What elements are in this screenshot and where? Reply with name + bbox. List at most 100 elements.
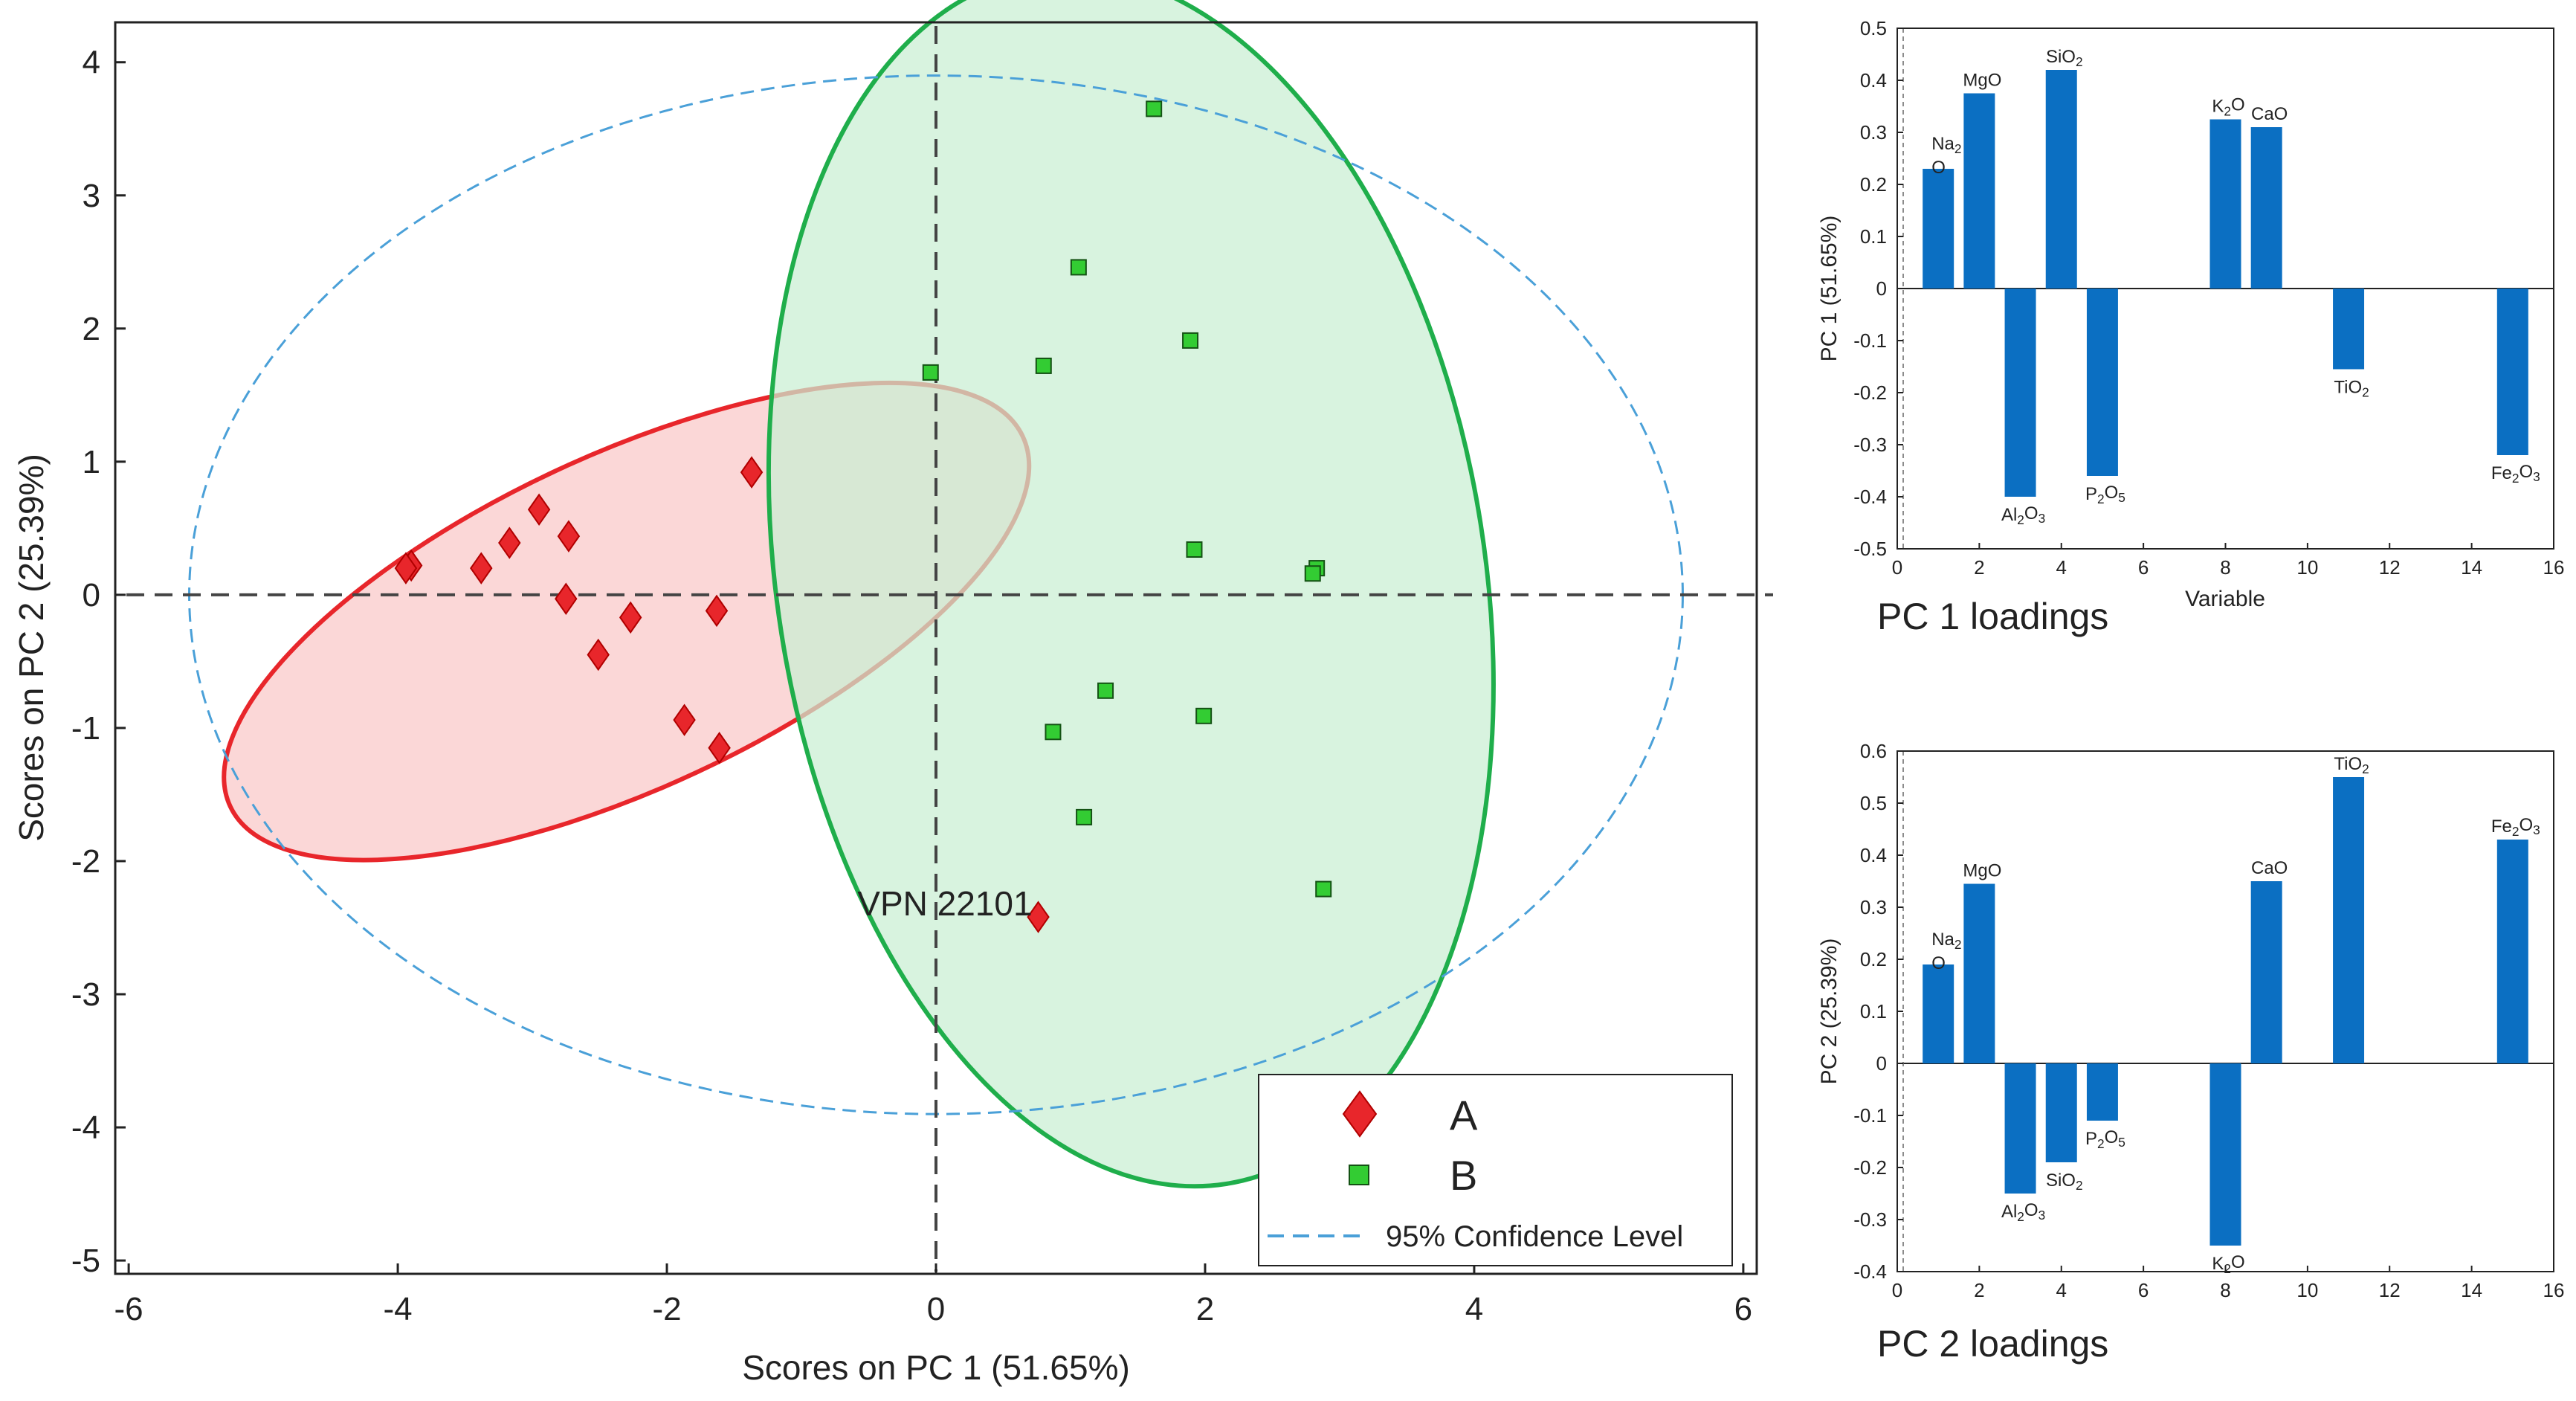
pc2-bar-mgo xyxy=(1963,883,1995,1063)
pc2-bar-k2o xyxy=(2209,1063,2241,1246)
point-a-13 xyxy=(740,456,764,489)
pc1-bar-label-p2o5: P2O5 xyxy=(2085,483,2125,506)
point-a-9 xyxy=(587,638,610,671)
pc1-y-tick-label: -0.2 xyxy=(1853,381,1887,404)
pc2-bar-na2o xyxy=(1923,964,1954,1063)
pc2-y-tick-label: 0 xyxy=(1876,1052,1887,1075)
pc1-x-tick-label: 16 xyxy=(2543,556,2565,579)
point-b-2 xyxy=(1070,259,1087,276)
pc2-bar-al2o3 xyxy=(2004,1063,2036,1194)
pc1-bar-label-fe2o3: Fe2O3 xyxy=(2491,462,2540,486)
y-tick-label: 0 xyxy=(83,577,100,613)
legend-label-b: B xyxy=(1450,1152,1477,1199)
pc2-x-tick-label: 14 xyxy=(2461,1279,2482,1301)
pc2-bar-label-mgo: MgO xyxy=(1963,861,2001,881)
pc1-x-tick-label: 6 xyxy=(2138,556,2149,579)
pc1-y-tick-label: 0.3 xyxy=(1860,121,1887,144)
pc1-bar-mgo xyxy=(1963,93,1995,289)
pc2-bar-label-na2o: Na2 xyxy=(1931,930,1961,952)
pc1-bar-cao xyxy=(2250,127,2282,289)
pc2-y-tick-label: 0.6 xyxy=(1860,740,1887,762)
pc2-bar-label-fe2o3: Fe2O3 xyxy=(2491,815,2540,839)
scores-x-axis-label: Scores on PC 1 (51.65%) xyxy=(742,1348,1130,1387)
point-a-2 xyxy=(394,552,418,584)
pc2-y-tick-label: 0.3 xyxy=(1860,896,1887,918)
pc1-bar-label-na2o: Na2 xyxy=(1931,134,1961,156)
scores-y-axis-label: Scores on PC 2 (25.39%) xyxy=(12,454,51,842)
point-b-13 xyxy=(1315,880,1332,898)
point-b-5 xyxy=(922,364,939,381)
pc1-x-tick-label: 10 xyxy=(2296,556,2318,579)
x-tick-label: -4 xyxy=(384,1291,413,1327)
legend-label-a: A xyxy=(1450,1092,1478,1138)
pc2-bar-p2o5 xyxy=(2086,1063,2118,1121)
pc1-x-tick-label: 0 xyxy=(1892,556,1902,579)
pc2-bar-label-k2o: K2O xyxy=(2212,1252,2244,1276)
point-b-6 xyxy=(1186,541,1203,558)
pc2-bar-cao xyxy=(2250,881,2282,1063)
pc1-y-tick-label: 0.4 xyxy=(1860,69,1887,91)
x-tick-label: -2 xyxy=(652,1291,681,1327)
x-tick-label: 4 xyxy=(1465,1291,1483,1327)
point-a-11 xyxy=(705,594,729,628)
y-tick-label: -1 xyxy=(71,710,100,747)
pc1-x-tick-label: 12 xyxy=(2379,556,2401,579)
pc1-y-axis-label: PC 1 (51.65%) xyxy=(1817,216,1841,362)
point-a-8 xyxy=(619,601,642,634)
pc1-x-tick-label: 8 xyxy=(2220,556,2230,579)
pc2-y-tick-label: 0.1 xyxy=(1860,1000,1887,1022)
point-a-6 xyxy=(557,520,581,553)
pc1-bar-p2o5 xyxy=(2086,289,2118,476)
pc2-bar-label-p2o5: P2O5 xyxy=(2085,1127,2125,1151)
point-b-12 xyxy=(1076,808,1093,825)
pc2-y-tick-label: -0.4 xyxy=(1853,1260,1887,1283)
point-a-12 xyxy=(708,732,731,764)
pc2-y-tick-label: 0.4 xyxy=(1860,844,1887,866)
pc1-bar-fe2o3 xyxy=(2496,289,2528,455)
ellipse-b-region xyxy=(766,0,1496,1189)
pc2-bar-label-cao: CaO xyxy=(2251,858,2288,878)
pc1-bar-label-mgo: MgO xyxy=(1963,71,2001,91)
pc1-bar-sio2 xyxy=(2045,70,2077,289)
point-a-3 xyxy=(470,552,493,584)
pc1-y-tick-label: -0.4 xyxy=(1853,486,1887,508)
x-tick-label: 0 xyxy=(927,1291,945,1327)
y-tick-label: 2 xyxy=(83,311,100,347)
pc1-bar-label-al2o3: Al2O3 xyxy=(2001,503,2045,527)
pc2-y-tick-label: -0.1 xyxy=(1853,1104,1887,1127)
pc1-bar-label-tio2: TiO2 xyxy=(2334,378,2369,400)
pc1-bar-label-k2o: K2O xyxy=(2212,94,2244,118)
pc2-bar-fe2o3 xyxy=(2496,840,2528,1063)
pc2-bar-label-na2o-line2: O xyxy=(1931,953,1946,973)
pc1-y-tick-label: 0.5 xyxy=(1860,17,1887,39)
pc1-y-tick-label: -0.3 xyxy=(1853,434,1887,456)
pc2-x-tick-label: 8 xyxy=(2220,1279,2230,1301)
legend-diamond-marker-a xyxy=(1342,1090,1378,1138)
pc2-y-tick-label: -0.3 xyxy=(1853,1208,1887,1231)
point-b-1 xyxy=(1146,100,1163,117)
pc1-x-tick-label: 14 xyxy=(2461,556,2482,579)
pc1-y-tick-label: -0.5 xyxy=(1853,538,1887,560)
point-a-7 xyxy=(555,582,578,615)
y-tick-label: 4 xyxy=(83,45,100,81)
y-tick-label: -4 xyxy=(71,1109,100,1146)
scores-plot: -6 -4 -2 0 2 4 6 -5 -4 -3 -2 -1 0 1 2 3 4 Scores on PC 1… xyxy=(12,0,1773,1387)
y-tick-label: 3 xyxy=(83,178,100,214)
x-tick-label: -6 xyxy=(114,1291,143,1327)
y-tick-label: -2 xyxy=(71,843,100,880)
point-a-4 xyxy=(498,526,521,559)
pc1-bar-al2o3 xyxy=(2004,289,2036,497)
scores-legend: A B 95% Confidence Level xyxy=(1258,1074,1733,1266)
y-tick-label: 1 xyxy=(83,444,100,480)
pc2-x-tick-label: 16 xyxy=(2543,1279,2565,1301)
pc2-y-axis-label: PC 2 (25.39%) xyxy=(1817,938,1841,1085)
point-b-10 xyxy=(1195,707,1213,724)
pc1-loadings-caption: PC 1 loadings xyxy=(1877,596,2108,637)
x-tick-label: 2 xyxy=(1196,1291,1214,1327)
legend-label-confidence: 95% Confidence Level xyxy=(1386,1220,1683,1253)
pc2-bar-label-al2o3: Al2O3 xyxy=(2001,1200,2045,1224)
point-b-3 xyxy=(1182,332,1199,349)
